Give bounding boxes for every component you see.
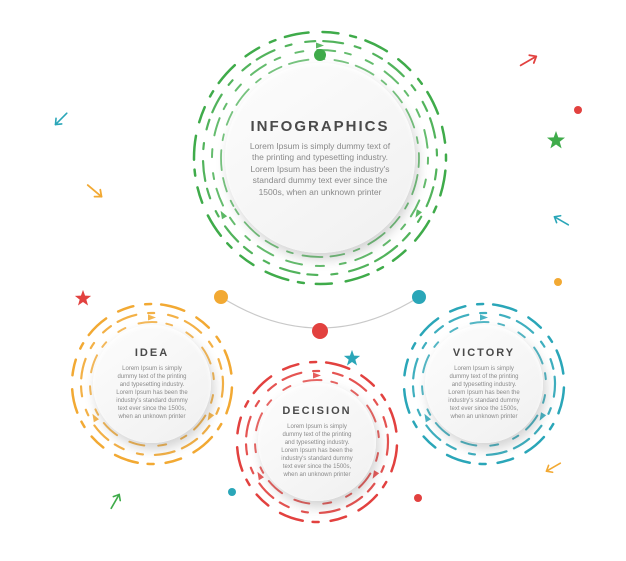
node-decision: DECISION Lorem Ipsum is simply dummy tex…	[233, 358, 401, 526]
deco-dot-3	[228, 488, 236, 496]
connector-dot-1	[312, 323, 328, 339]
deco-arrow-4	[100, 484, 132, 521]
node-victory: VICTORY Lorem Ipsum is simply dummy text…	[400, 300, 568, 468]
deco-star-1	[343, 349, 361, 372]
title-decision: DECISION	[267, 405, 367, 417]
deco-dot-0	[574, 106, 582, 114]
connector-dot-2	[412, 290, 426, 304]
top-dot	[314, 49, 326, 61]
deco-arrow-0	[44, 104, 76, 141]
title-infographics: INFOGRAPHICS	[235, 118, 405, 135]
deco-star-0	[546, 130, 566, 155]
deco-arrow-2	[512, 42, 548, 83]
title-idea: IDEA	[102, 347, 202, 359]
deco-dot-1	[554, 278, 562, 286]
body-victory: Lorem Ipsum is simply dummy text of the …	[434, 365, 534, 422]
deco-arrow-3	[544, 204, 576, 241]
connector-dot-0	[214, 290, 228, 304]
title-victory: VICTORY	[434, 347, 534, 359]
body-decision: Lorem Ipsum is simply dummy text of the …	[267, 423, 367, 480]
deco-star-2	[74, 289, 92, 312]
deco-dot-2	[414, 494, 422, 502]
node-infographics: INFOGRAPHICS Lorem Ipsum is simply dummy…	[190, 28, 450, 288]
body-idea: Lorem Ipsum is simply dummy text of the …	[102, 365, 202, 422]
deco-arrow-1	[78, 174, 114, 215]
deco-arrow-5	[536, 452, 568, 489]
node-idea: IDEA Lorem Ipsum is simply dummy text of…	[68, 300, 236, 468]
body-infographics: Lorem Ipsum is simply dummy text of the …	[235, 141, 405, 198]
